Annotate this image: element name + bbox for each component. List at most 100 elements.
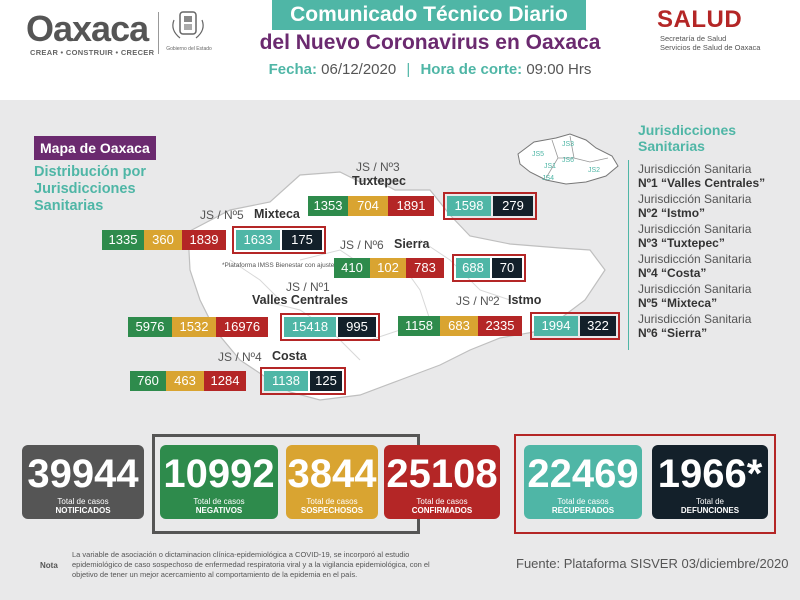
legend-item: Jurisdicción Sanitaria Nº3 “Tuxtepec” [638, 222, 751, 250]
js5-recovered: 1633 [236, 230, 280, 250]
total-suspect-label: Total de casos [306, 497, 358, 506]
mini-map-js6: JS6 [562, 157, 574, 164]
mini-map-js1: JS1 [544, 163, 556, 170]
total-recovered-caption: RECUPERADOS [551, 506, 615, 515]
total-negative: 10992 Total de casos NEGATIVOS [160, 445, 278, 519]
map-label: Mapa de Oaxaca [34, 136, 156, 160]
js5-deaths: 175 [282, 230, 322, 250]
js2-recovered-frame: 1994 322 [530, 312, 620, 340]
legend-name: Nº6 “Sierra” [638, 326, 708, 340]
total-negative-value: 10992 [163, 452, 275, 496]
mini-map-js5: JS5 [532, 151, 544, 158]
total-deaths: 1966* Total de DEFUNCIONES [652, 445, 768, 519]
total-recovered: 22469 Total de casos RECUPERADOS [524, 445, 642, 519]
total-notified-label: Total de casos [57, 497, 109, 506]
total-confirmed: 25108 Total de casos CONFIRMADOS [384, 445, 500, 519]
state-seal-icon [172, 11, 204, 39]
date-label: Fecha: [268, 61, 317, 78]
js1-deaths: 995 [338, 317, 376, 337]
note-label: Nota [40, 561, 58, 570]
total-suspect-caption: SOSPECHOSOS [300, 506, 364, 515]
js6-negative: 410 [334, 258, 370, 278]
total-recovered-label: Total de casos [557, 497, 609, 506]
source-text: Fuente: Plataforma SISVER 03/diciembre/2… [516, 556, 789, 571]
js1-confirmed: 16976 [216, 317, 268, 337]
legend-prefix: Jurisdicción Sanitaria [638, 252, 752, 266]
page-title: Comunicado Técnico Diario [272, 0, 586, 30]
distribution-title: Distribución por Jurisdicciones Sanitari… [34, 164, 146, 214]
legend-prefix: Jurisdicción Sanitaria [638, 312, 752, 326]
cut-value: 09:00 Hrs [526, 61, 592, 78]
js6-recovered-frame: 688 70 [452, 254, 526, 282]
js4-negative: 760 [130, 371, 166, 391]
js4-confirmed: 1284 [204, 371, 246, 391]
js3-name: Tuxtepec [352, 174, 406, 188]
legend-item: Jurisdicción Sanitaria Nº5 “Mixteca” [638, 282, 751, 310]
js2-recovered: 1994 [534, 316, 578, 336]
total-deaths-caption: DEFUNCIONES [680, 506, 740, 515]
legend-prefix: Jurisdicción Sanitaria [638, 222, 752, 236]
note-text: La variable de asociación o dictaminacio… [72, 550, 430, 579]
js1-suspect: 1532 [172, 317, 216, 337]
js5-code: JS / Nº5 [200, 208, 244, 222]
mini-map-js3: JS3 [562, 141, 574, 148]
js3-row: 1353 704 1891 [308, 196, 434, 216]
js2-negative: 1158 [398, 316, 440, 336]
salud-subtitle-2: Servicios de Salud de Oaxaca [660, 43, 761, 52]
js1-negative: 5976 [128, 317, 172, 337]
js5-name: Mixteca [254, 207, 300, 221]
js2-deaths: 322 [580, 316, 616, 336]
legend-item: Jurisdicción Sanitaria Nº6 “Sierra” [638, 312, 751, 340]
total-recovered-value: 22469 [527, 452, 639, 496]
js1-recovered-frame: 15418 995 [280, 313, 380, 341]
js3-code: JS / Nº3 [356, 160, 400, 174]
js5-confirmed: 1839 [182, 230, 226, 250]
seal-caption: Gobierno del Estado [166, 46, 212, 52]
legend-item: Jurisdicción Sanitaria Nº2 “Istmo” [638, 192, 751, 220]
total-deaths-value: 1966* [657, 452, 763, 496]
legend-name: Nº4 “Costa” [638, 266, 707, 280]
date-line: Fecha: 06/12/2020 | Hora de corte: 09:00… [230, 61, 630, 78]
header: Oaxaca CREAR • CONSTRUIR • CRECER Gobier… [0, 0, 800, 100]
salud-subtitle-1: Secretaría de Salud [660, 34, 727, 43]
js2-confirmed: 2335 [478, 316, 522, 336]
total-confirmed-value: 25108 [386, 452, 498, 496]
js3-suspect: 704 [348, 196, 388, 216]
legend-line [628, 160, 629, 350]
js3-deaths: 279 [493, 196, 533, 216]
js1-row: 5976 1532 16976 [128, 317, 268, 337]
js6-code: JS / Nº6 [340, 238, 384, 252]
mini-map-js2: JS2 [588, 167, 600, 174]
js6-row: 410 102 783 [334, 258, 444, 278]
js4-recovered: 1138 [264, 371, 308, 391]
js6-recovered: 688 [456, 258, 490, 278]
js3-recovered-frame: 1598 279 [443, 192, 537, 220]
total-confirmed-label: Total de casos [416, 497, 468, 506]
total-notified-caption: NOTIFICADOS [55, 506, 111, 515]
total-negative-caption: NEGATIVOS [195, 506, 243, 515]
oaxaca-logo: Oaxaca [26, 8, 149, 49]
js5-negative: 1335 [102, 230, 144, 250]
total-notified: 39944 Total de casos NOTIFICADOS [22, 445, 144, 519]
js3-negative: 1353 [308, 196, 348, 216]
js3-confirmed: 1891 [388, 196, 434, 216]
js6-suspect: 102 [370, 258, 406, 278]
legend-prefix: Jurisdicción Sanitaria [638, 192, 752, 206]
total-suspect: 3844 Total de casos SOSPECHOSOS [286, 445, 378, 519]
js1-recovered: 15418 [284, 317, 336, 337]
total-deaths-label: Total de [695, 497, 725, 506]
js2-suspect: 683 [440, 316, 478, 336]
legend-name: Nº3 “Tuxtepec” [638, 236, 725, 250]
js4-suspect: 463 [166, 371, 204, 391]
mini-map-icon: JS3 JS5 JS1 JS6 JS2 JS4 [517, 133, 619, 185]
js5-row: 1335 360 1839 [102, 230, 226, 250]
oaxaca-tagline: CREAR • CONSTRUIR • CRECER [30, 48, 155, 57]
logo-divider [158, 12, 159, 54]
cut-label: Hora de corte: [420, 61, 523, 78]
date-separator: | [406, 61, 411, 78]
js6-confirmed: 783 [406, 258, 444, 278]
js2-row: 1158 683 2335 [398, 316, 522, 336]
js5-recovered-frame: 1633 175 [232, 226, 326, 254]
legend-item: Jurisdicción Sanitaria Nº4 “Costa” [638, 252, 751, 280]
legend-title: Jurisdicciones Sanitarias [638, 122, 737, 154]
